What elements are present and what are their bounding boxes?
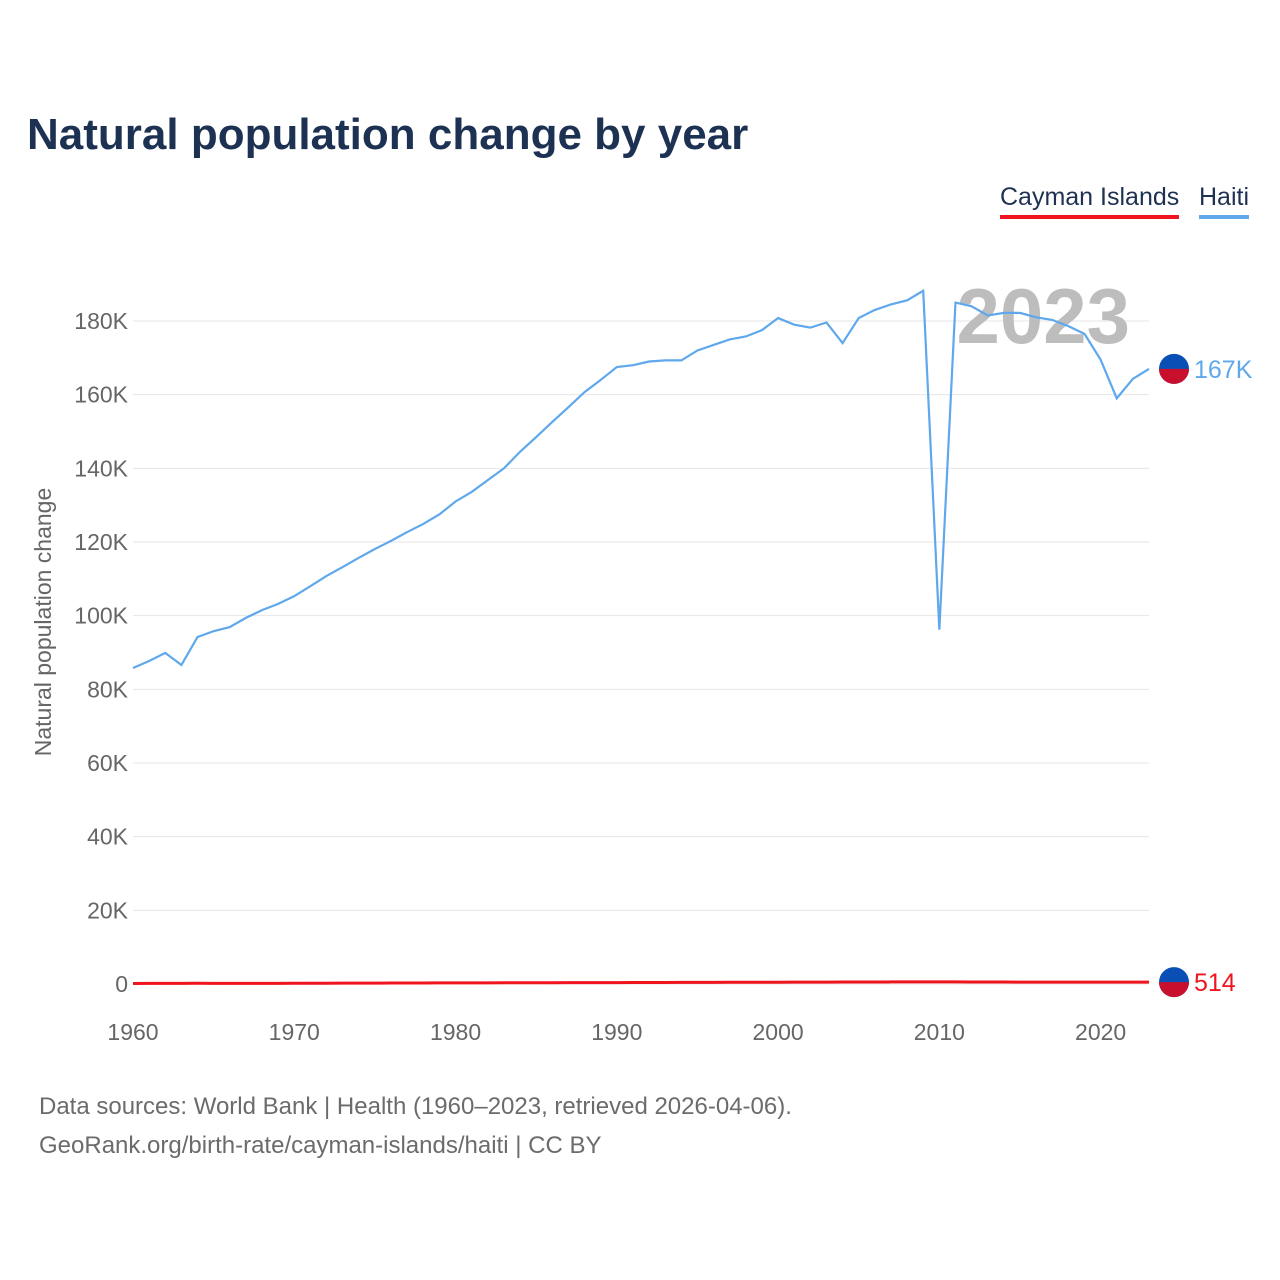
- y-tick-label: 180K: [74, 308, 128, 334]
- y-tick-label: 20K: [87, 897, 129, 923]
- y-tick-label: 160K: [74, 382, 128, 408]
- y-tick-label: 40K: [87, 824, 129, 850]
- y-tick-label: 0: [115, 971, 128, 997]
- legend-haiti[interactable]: Haiti: [1199, 183, 1250, 219]
- flag-icon-haiti-lower: [1159, 368, 1189, 384]
- source-link[interactable]: GeoRank.org/birth-rate/cayman-islands/ha…: [39, 1132, 602, 1159]
- y-tick-label: 140K: [74, 455, 128, 481]
- year-watermark: 2023: [956, 272, 1130, 360]
- y-axis-label: Natural population change: [30, 488, 56, 757]
- end-label-haiti: 167K: [1194, 356, 1253, 384]
- series-line-haiti: [132, 288, 1150, 669]
- x-tick-label: 1960: [107, 1019, 158, 1045]
- flag-icon-cayman-islands-lower: [1159, 982, 1189, 998]
- y-tick-label: 80K: [87, 676, 129, 702]
- x-tick-label: 2000: [752, 1019, 803, 1045]
- footer: Data sources: World Bank | Health (1960–…: [39, 1087, 792, 1165]
- y-tick-label: 60K: [87, 750, 129, 776]
- x-tick-label: 2020: [1075, 1019, 1126, 1045]
- chart-title: Natural population change by year: [27, 110, 749, 159]
- x-tick-label: 1980: [430, 1019, 481, 1045]
- x-tick-label: 1970: [269, 1019, 320, 1045]
- series-line-cayman-islands: [132, 980, 1150, 985]
- x-tick-label: 1990: [591, 1019, 642, 1045]
- data-source: Data sources: World Bank | Health (1960–…: [39, 1093, 792, 1120]
- end-label-cayman-islands: 514: [1194, 969, 1236, 997]
- y-tick-label: 100K: [74, 603, 128, 629]
- legend-cayman-islands[interactable]: Cayman Islands: [1000, 183, 1180, 219]
- x-tick-label: 2010: [914, 1019, 965, 1045]
- y-tick-label: 120K: [74, 529, 128, 555]
